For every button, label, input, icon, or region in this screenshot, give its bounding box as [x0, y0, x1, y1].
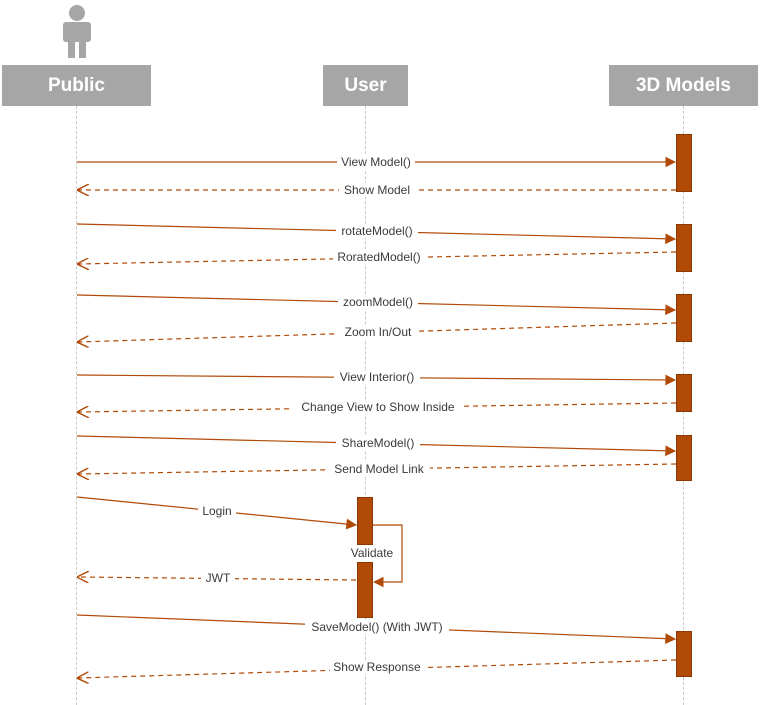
participant-user: User [323, 65, 408, 106]
lifeline-public [76, 106, 77, 705]
message-label: ShareModel() [342, 436, 415, 450]
message-label: View Interior() [340, 370, 414, 384]
message-show-response: Show Response [78, 659, 677, 678]
activation-models-2 [676, 224, 692, 272]
message-view-interior: View Interior() [76, 370, 677, 386]
activation-user-1 [357, 497, 373, 545]
message-label: View Model() [341, 155, 411, 169]
participant-public: Public [2, 65, 151, 106]
message-label: Send Model Link [334, 462, 424, 476]
message-share-model: ShareModel() [76, 435, 677, 457]
participant-3d-models: 3D Models [609, 65, 758, 106]
message-label: Validate [351, 546, 394, 560]
message-label: zoomModel() [343, 295, 413, 309]
message-label: Login [202, 504, 231, 518]
message-label: Show Response [333, 660, 421, 674]
activation-models-6 [676, 631, 692, 677]
message-label: Show Model [344, 183, 410, 197]
message-login: Login [76, 496, 358, 530]
participant-user-label: User [344, 74, 387, 96]
message-label: rotateModel() [341, 224, 412, 238]
message-label: RoratedModel() [337, 250, 420, 264]
message-rotate-model: rotateModel() [76, 223, 677, 245]
message-change-view: Change View to Show Inside [78, 400, 677, 414]
message-label: Change View to Show Inside [301, 400, 455, 414]
message-label: SaveModel() (With JWT) [311, 620, 442, 634]
message-zoom-model: zoomModel() [76, 294, 677, 316]
message-zoom-in-out: Zoom In/Out [78, 322, 677, 342]
message-send-model-link: Send Model Link [78, 462, 677, 476]
message-rorated-model: RoratedModel() [78, 250, 677, 264]
message-validate: Validate [345, 524, 403, 588]
message-show-model: Show Model [78, 183, 676, 197]
message-view-model: View Model() [77, 155, 677, 169]
message-label: Zoom In/Out [345, 325, 412, 339]
activation-models-3 [676, 294, 692, 342]
activation-models-4 [676, 374, 692, 412]
activation-models-1 [676, 134, 692, 192]
participant-3d-models-label: 3D Models [635, 74, 732, 96]
message-label: JWT [206, 571, 231, 585]
activation-models-5 [676, 435, 692, 481]
participant-public-label: Public [47, 74, 105, 96]
message-jwt: JWT [78, 571, 357, 585]
activation-user-2 [357, 562, 373, 618]
message-save-model: SaveModel() (With JWT) [76, 614, 677, 645]
